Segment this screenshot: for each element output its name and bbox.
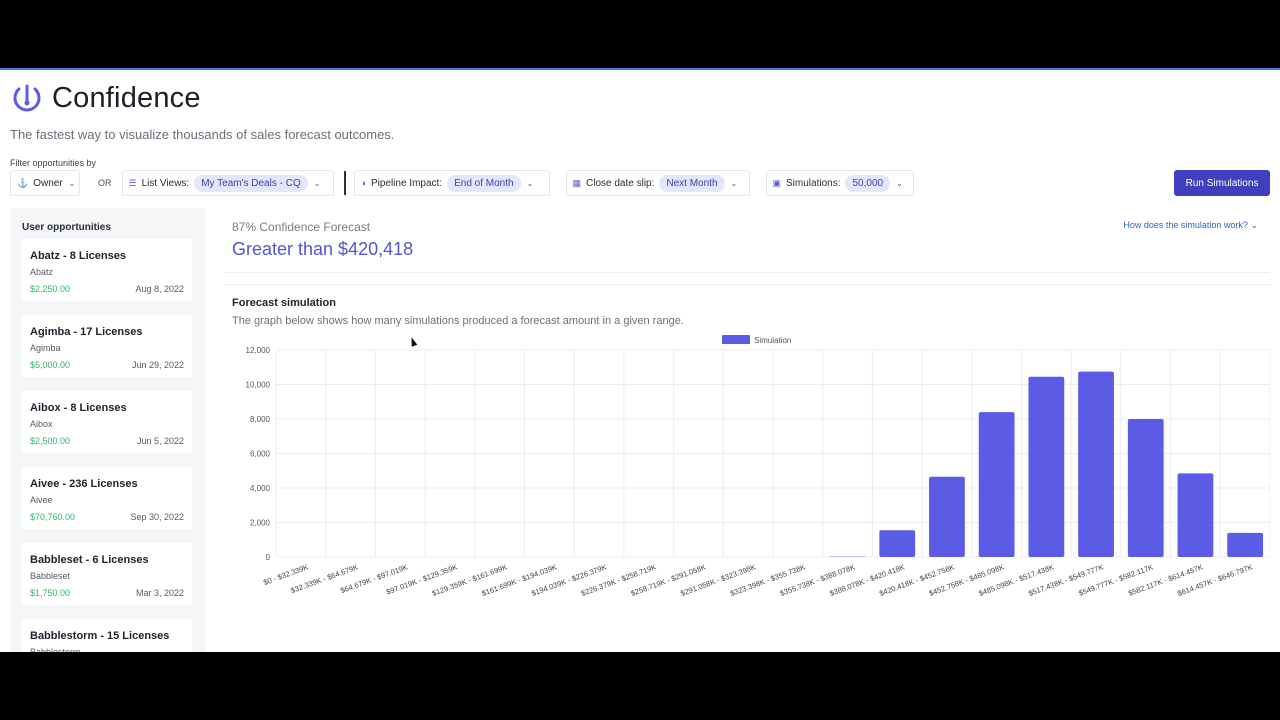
chevron-down-icon: ⌄ bbox=[1250, 220, 1258, 230]
chart-heading: Forecast simulation bbox=[232, 297, 336, 309]
opportunity-name: Aivee - 236 Licenses bbox=[30, 478, 138, 490]
opportunity-company: Babbleset bbox=[30, 571, 71, 581]
owner-label: Owner bbox=[33, 177, 63, 189]
chevron-down-icon: ⌄ bbox=[68, 178, 76, 188]
list-views-value: My Team's Deals - CQ bbox=[194, 174, 308, 192]
bar bbox=[1028, 376, 1065, 557]
header: Confidence bbox=[10, 78, 201, 118]
opportunity-amount: $5,000.00 bbox=[30, 360, 71, 370]
confidence-label: 87% Confidence Forecast bbox=[232, 220, 371, 234]
opportunity-amount: $70,760.00 bbox=[30, 512, 76, 522]
simulation-help-label: How does the simulation work? bbox=[1123, 220, 1248, 230]
chart-subtitle: The graph below shows how many simulatio… bbox=[232, 315, 684, 327]
opportunity-name: Abatz - 8 Licenses bbox=[30, 250, 126, 262]
y-tick-label: 10,000 bbox=[246, 381, 271, 390]
chevron-down-icon: ⌄ bbox=[313, 178, 321, 188]
opportunity-card[interactable]: Abatz - 8 Licenses Abatz $2,250.00 Aug 8, 2… bbox=[22, 239, 192, 301]
owner-filter[interactable]: ⚓ Owner ⌄ bbox=[10, 170, 80, 196]
y-tick-label: 12,000 bbox=[246, 346, 271, 355]
tagline: The fastest way to visualize thousands o… bbox=[10, 127, 395, 142]
opportunity-company: Aibox bbox=[30, 419, 53, 429]
forecast-summary: 87% Confidence Forecast Greater than $42… bbox=[224, 208, 1270, 273]
opportunity-amount: $2,500.00 bbox=[30, 436, 71, 446]
calendar-icon: ▦ bbox=[572, 177, 582, 188]
app-title: Confidence bbox=[52, 81, 201, 114]
forecast-chart-card: Forecast simulation The graph below show… bbox=[224, 284, 1270, 652]
opportunities-sidebar: User opportunities Abatz - 8 Licenses Aba… bbox=[10, 208, 206, 652]
opportunity-card[interactable]: Aibox - 8 Licenses Aibox $2,500.00 Jun 5, 2… bbox=[22, 391, 192, 453]
bar bbox=[929, 476, 965, 557]
close-date-slip-value: Next Month bbox=[659, 174, 725, 192]
opportunity-company: Aivee bbox=[30, 495, 53, 505]
confidence-logo-icon bbox=[13, 84, 41, 112]
opportunity-amount: $1,750.00 bbox=[30, 588, 71, 598]
divider bbox=[343, 171, 346, 195]
opportunity-name: Babbleset - 6 Licenses bbox=[30, 554, 149, 566]
y-tick-label: 8,000 bbox=[250, 415, 271, 424]
opportunity-card[interactable]: Aivee - 236 Licenses Aivee $70,760.00 Sep 3… bbox=[22, 467, 192, 529]
close-date-slip-filter[interactable]: ▦ Close date slip: Next Month ⌄ bbox=[565, 170, 750, 196]
simulations-label: Simulations: bbox=[786, 177, 841, 189]
opportunity-card[interactable]: Babbleset - 6 Licenses Babbleset $1,750.00… bbox=[22, 543, 192, 605]
opportunity-date: Mar 3, 2022 bbox=[135, 588, 184, 598]
bar bbox=[1078, 371, 1114, 557]
y-tick-label: 2,000 bbox=[250, 519, 271, 528]
simulation-help-link[interactable]: How does the simulation work? ⌄ bbox=[1123, 220, 1258, 231]
confidence-value: Greater than $420,418 bbox=[232, 239, 414, 259]
opportunity-date: Jun 5, 2022 bbox=[136, 436, 184, 446]
run-simulations-button[interactable]: Run Simulations bbox=[1174, 170, 1270, 196]
chevron-down-icon: ⌄ bbox=[896, 178, 903, 188]
opportunity-name: Babblestorm - 15 Licenses bbox=[30, 630, 170, 642]
pipeline-impact-label: Pipeline Impact: bbox=[370, 177, 443, 189]
sidebar-title: User opportunities bbox=[22, 222, 111, 233]
pie-chart-icon: ◑ bbox=[360, 178, 366, 188]
simulation-icon: ▣ bbox=[772, 177, 782, 188]
y-tick-label: 4,000 bbox=[250, 484, 271, 493]
chevron-down-icon: ⌄ bbox=[526, 178, 534, 188]
bar bbox=[978, 412, 1015, 557]
pipeline-impact-value: End of Month bbox=[447, 174, 521, 192]
opportunity-company: Abatz bbox=[30, 267, 54, 277]
bar bbox=[1127, 419, 1164, 557]
opportunity-amount: $2,250.00 bbox=[30, 284, 71, 294]
pipeline-impact-filter[interactable]: ◑ Pipeline Impact: End of Month ⌄ bbox=[353, 170, 550, 196]
close-date-slip-label: Close date slip: bbox=[586, 177, 655, 189]
opportunity-card[interactable]: Agimba - 17 Licenses Agimba $5,000.00 Jun 2… bbox=[22, 315, 192, 377]
opportunity-date: Aug 8, 2022 bbox=[135, 284, 184, 294]
opportunity-company: Babblestorm bbox=[30, 647, 81, 652]
list-icon: ☰ bbox=[128, 177, 137, 188]
opportunity-date: Sep 30, 2022 bbox=[130, 512, 184, 522]
legend-swatch bbox=[722, 335, 750, 344]
filter-bar: ⚓ Owner ⌄ OR ☰ List Views: My Team's Dea… bbox=[10, 170, 914, 196]
or-text: OR bbox=[98, 178, 112, 188]
owner-icon: ⚓ bbox=[17, 177, 29, 188]
simulations-filter[interactable]: ▣ Simulations: 50,000 ⌄ bbox=[765, 170, 914, 196]
simulations-value: 50,000 bbox=[845, 174, 891, 192]
filter-label: Filter opportunities by bbox=[10, 158, 97, 168]
y-tick-label: 0 bbox=[266, 553, 271, 562]
bar bbox=[879, 530, 916, 557]
chevron-down-icon: ⌄ bbox=[730, 178, 738, 188]
bar bbox=[1177, 473, 1214, 557]
opportunity-date: Jun 29, 2022 bbox=[131, 360, 184, 370]
app-window: Confidence The fastest way to visualize … bbox=[0, 68, 1280, 652]
opportunity-company: Agimba bbox=[30, 343, 61, 353]
opportunity-name: Aibox - 8 Licenses bbox=[30, 402, 127, 414]
legend-label: Simulation bbox=[754, 336, 791, 345]
list-views-filter[interactable]: ☰ List Views: My Team's Deals - CQ ⌄ bbox=[121, 170, 334, 196]
list-views-label: List Views: bbox=[141, 177, 190, 189]
opportunity-name: Agimba - 17 Licenses bbox=[30, 326, 143, 338]
y-tick-label: 6,000 bbox=[250, 450, 271, 459]
opportunity-card[interactable]: Babblestorm - 15 Licenses Babblestorm bbox=[22, 619, 192, 652]
bar bbox=[1227, 532, 1264, 557]
